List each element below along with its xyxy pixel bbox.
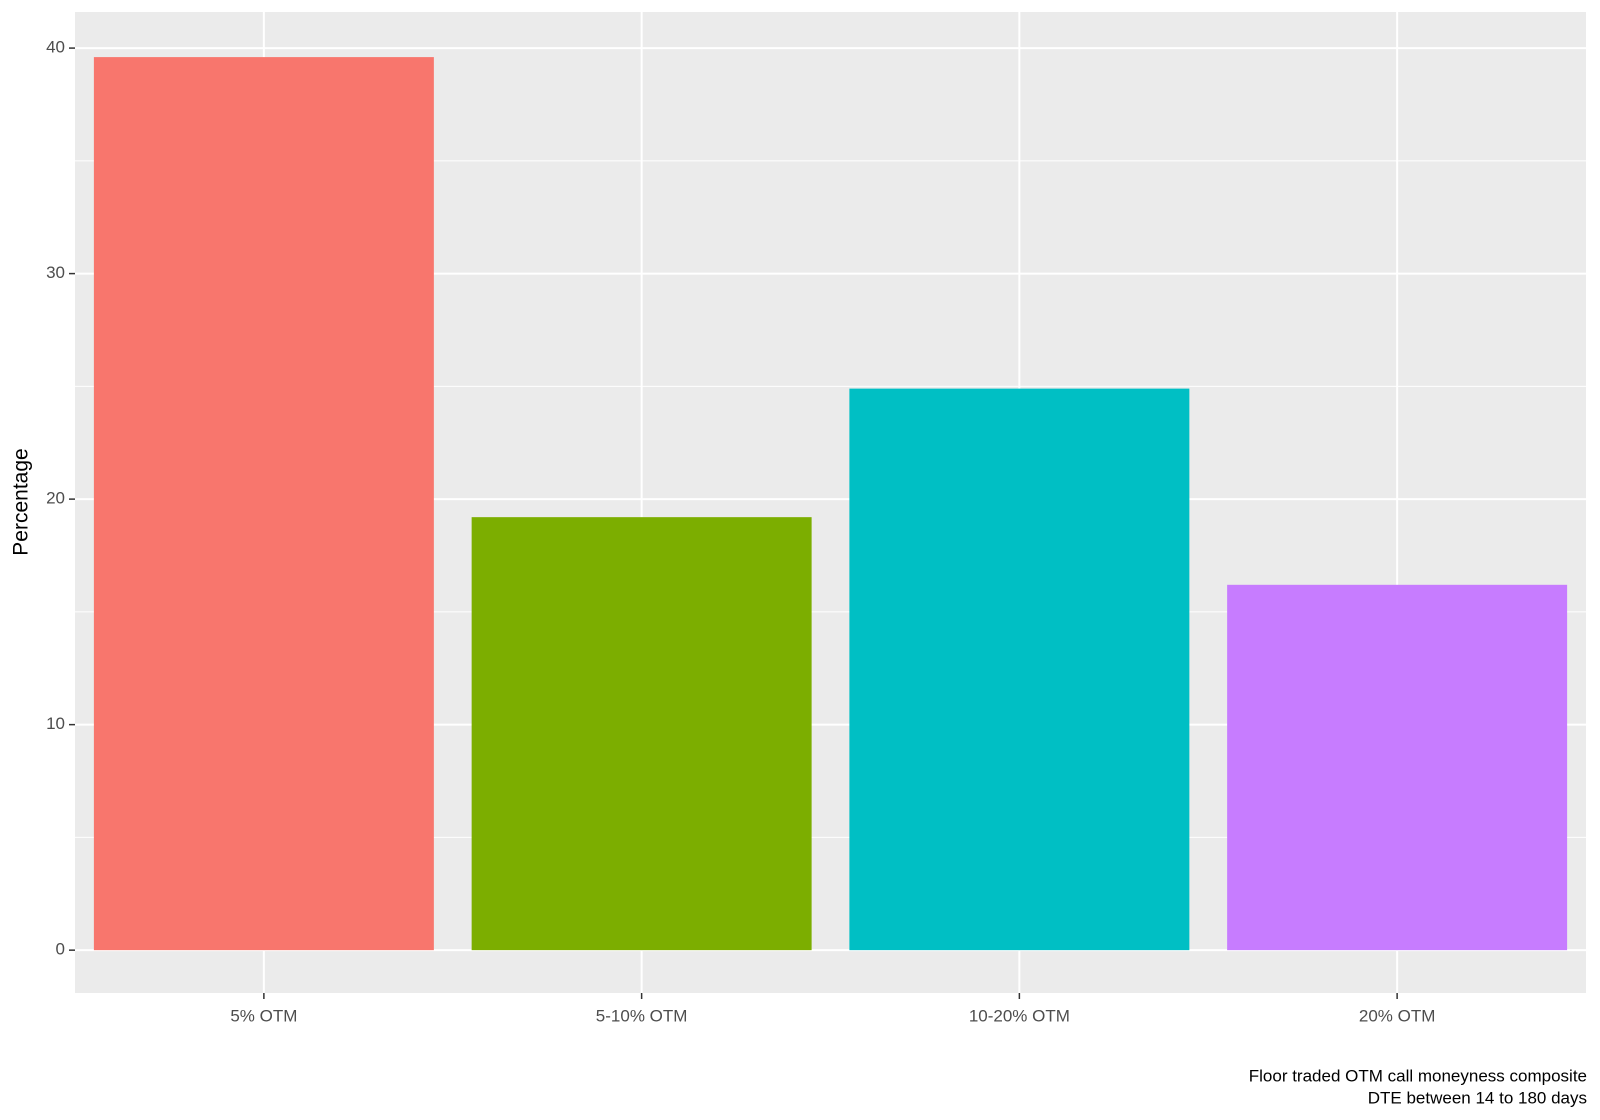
bar	[471, 517, 812, 951]
x-tick-label: 20% OTM	[1359, 1006, 1436, 1025]
bar	[93, 57, 434, 951]
x-tick-label: 5-10% OTM	[596, 1006, 688, 1025]
y-tick-label: 10	[46, 714, 65, 733]
y-tick-label: 40	[46, 38, 65, 57]
caption: Floor traded OTM call moneyness composit…	[1249, 1066, 1587, 1085]
y-tick-label: 20	[46, 489, 65, 508]
x-tick-label: 5% OTM	[230, 1006, 297, 1025]
y-tick-label: 30	[46, 263, 65, 282]
y-axis-label: Percentage	[10, 448, 33, 555]
caption: DTE between 14 to 180 days	[1368, 1088, 1587, 1107]
bar	[1227, 584, 1568, 951]
bar	[849, 388, 1190, 951]
y-tick-label: 0	[56, 940, 65, 959]
x-tick-label: 10-20% OTM	[969, 1006, 1070, 1025]
